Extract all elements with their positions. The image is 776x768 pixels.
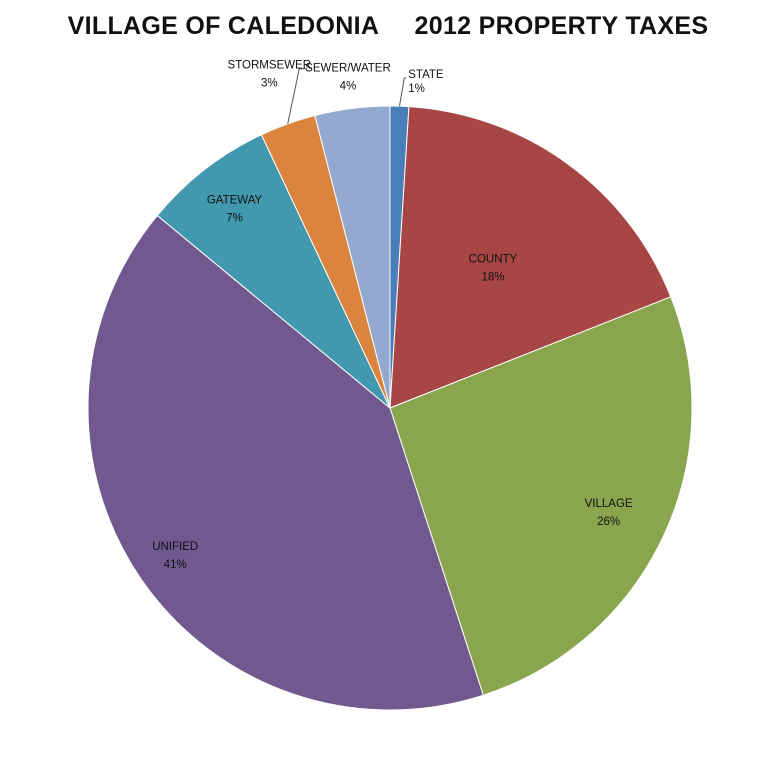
slice-percent-label: 1% bbox=[408, 83, 425, 95]
slice-percent-label: 41% bbox=[164, 559, 187, 571]
pie-slices bbox=[87, 105, 693, 711]
pie-slice-gateway bbox=[156, 134, 391, 409]
slice-labels: STATE 1% COUNTY 18% VILLAGE 26% UNIFIED 41% GATE… bbox=[152, 60, 633, 571]
slice-name-label: VILLAGE bbox=[585, 498, 633, 510]
pie-slice-unified bbox=[87, 214, 484, 711]
chart-title: VILLAGE OF CALEDONIA 2012 PROPERTY TAXES bbox=[0, 12, 776, 41]
slice-name-label: STATE bbox=[408, 69, 444, 81]
slice-name-label: GATEWAY bbox=[207, 195, 263, 207]
pie-slice-sewer-water bbox=[314, 105, 391, 409]
slice-percent-label: 18% bbox=[481, 271, 504, 283]
pie-slice-village bbox=[389, 296, 693, 696]
leader-lines bbox=[287, 68, 407, 124]
slice-name-label: STORMSEWER bbox=[228, 60, 312, 72]
chart-title-left: VILLAGE OF CALEDONIA bbox=[67, 12, 379, 40]
slice-percent-label: 3% bbox=[261, 78, 278, 90]
pie-slice-county bbox=[389, 106, 672, 409]
slice-percent-label: 7% bbox=[226, 213, 243, 225]
slice-percent-label: 4% bbox=[340, 80, 357, 92]
slice-name-label: COUNTY bbox=[469, 253, 518, 265]
slice-name-label: UNIFIED bbox=[152, 541, 198, 553]
leader-line-stormsewer bbox=[287, 68, 308, 124]
slice-name-label: SEWER/WATER bbox=[305, 62, 391, 74]
leader-line-state bbox=[398, 77, 407, 107]
slice-percent-label: 26% bbox=[597, 516, 620, 528]
chart-title-right: 2012 PROPERTY TAXES bbox=[414, 12, 709, 40]
